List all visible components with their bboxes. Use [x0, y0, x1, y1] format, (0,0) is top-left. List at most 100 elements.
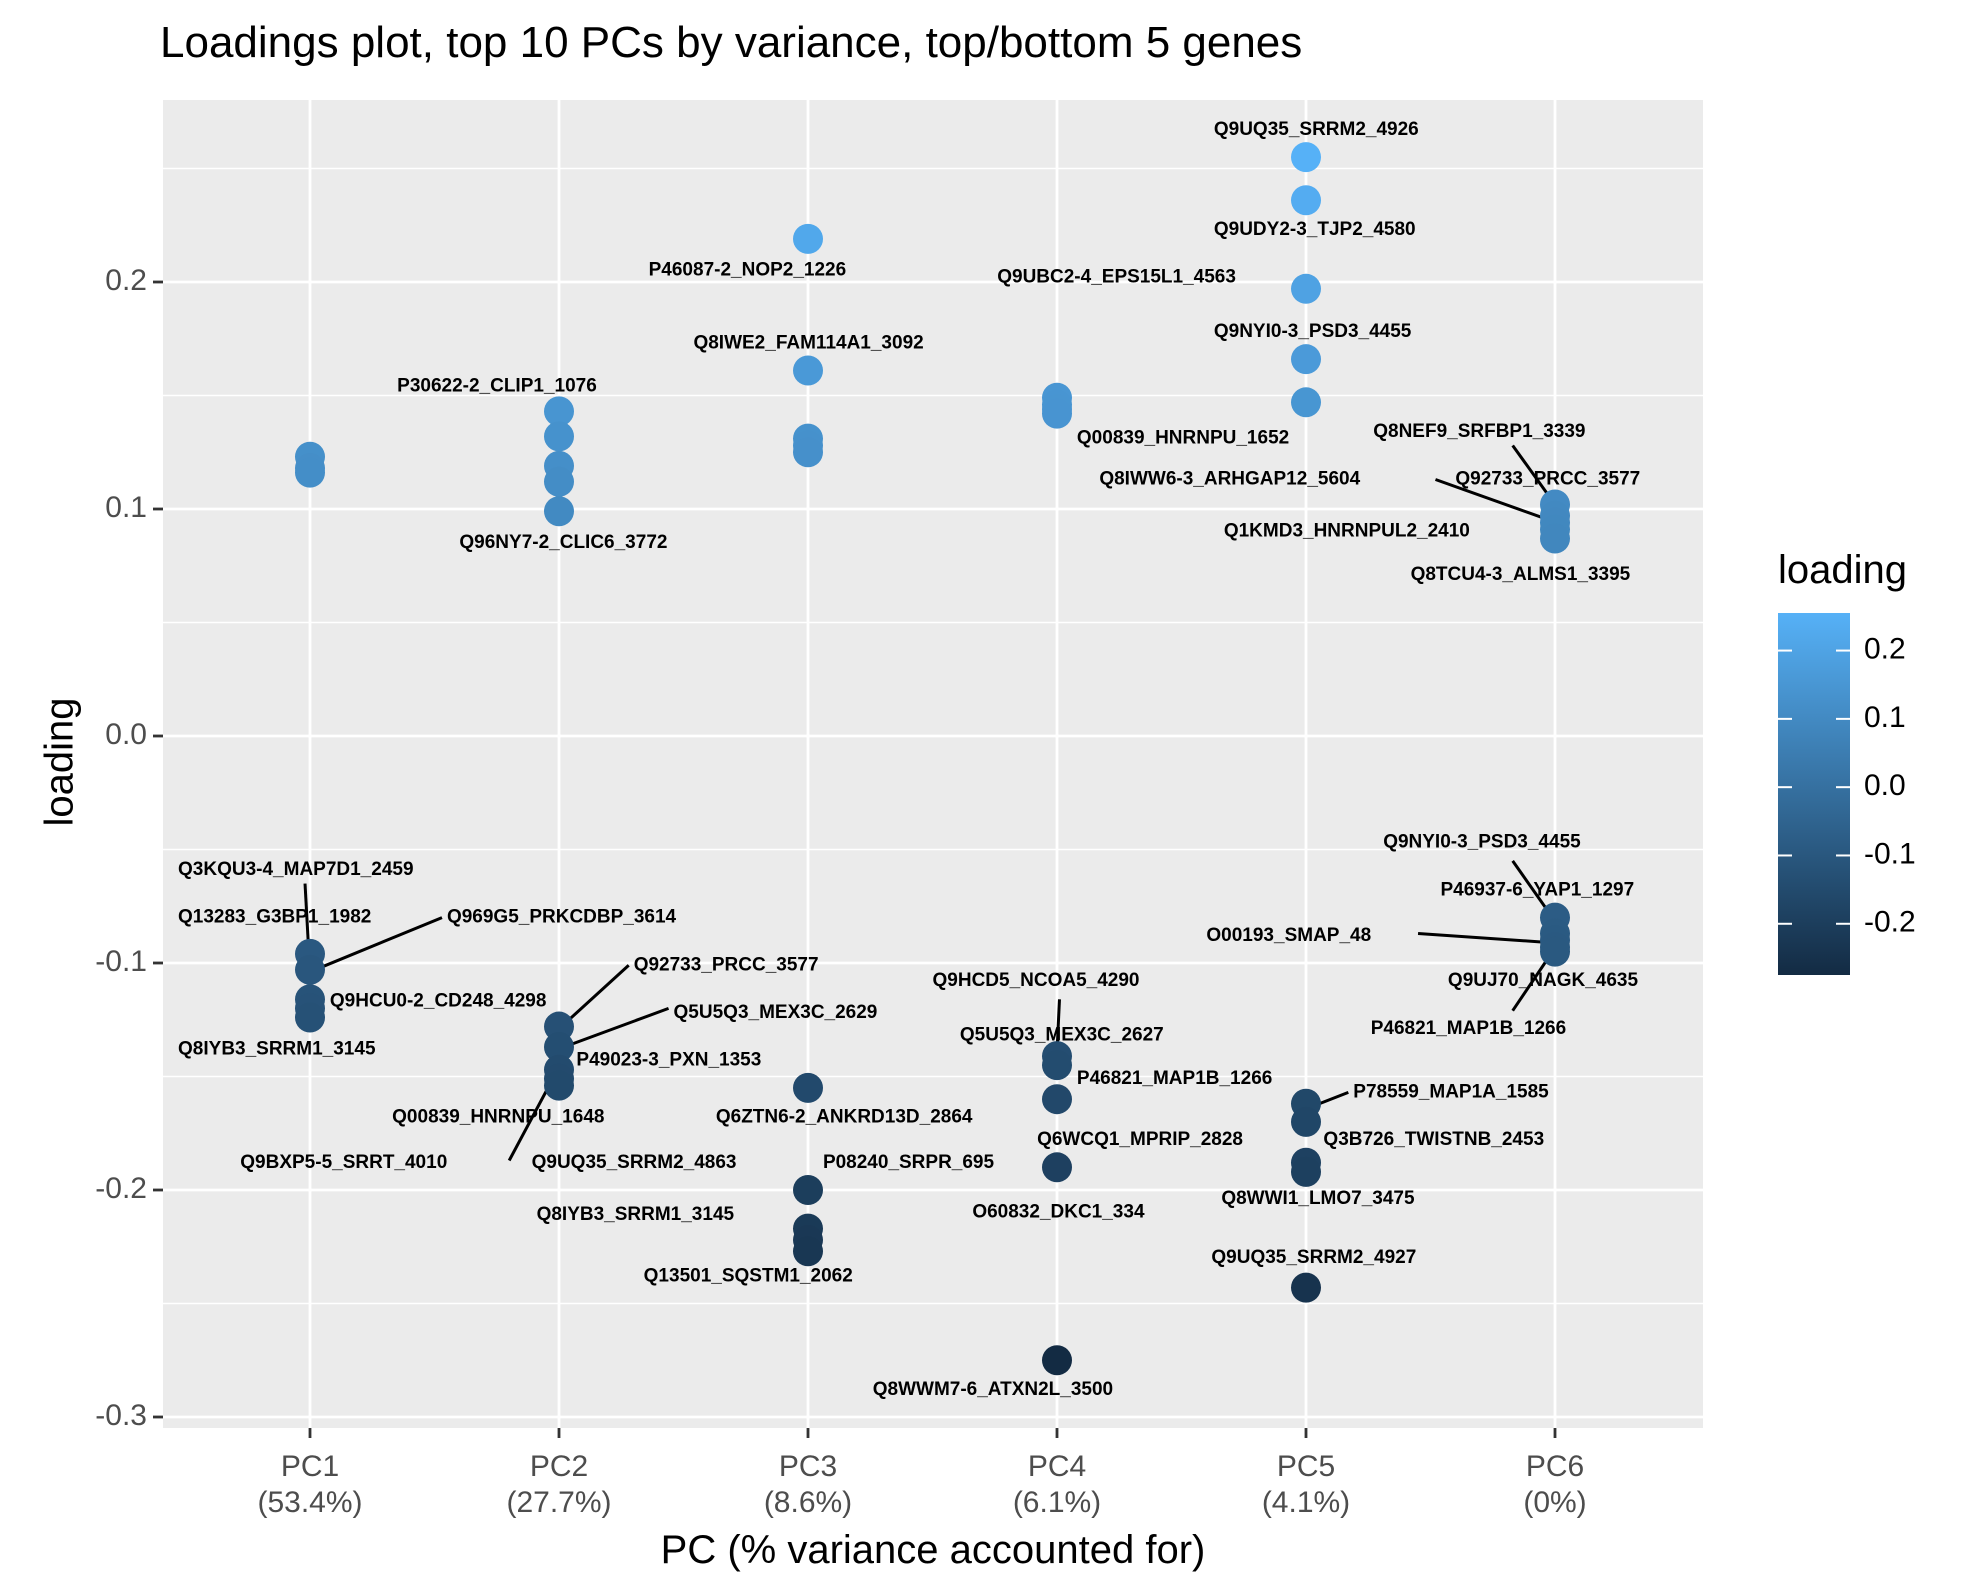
y-tick-label: 0.2	[105, 264, 147, 297]
point-label: Q3B726_TWISTNB_2453	[1323, 1129, 1544, 1150]
x-tick-label: (6.1%)	[1013, 1486, 1101, 1519]
point-label: O00193_SMAP_48	[1206, 925, 1371, 946]
data-point	[793, 355, 823, 386]
legend: 0.2 0.1 0.0 -0.1 -0.2	[1778, 613, 1916, 975]
grid-minor	[163, 167, 1703, 1305]
y-tick-label: 0.0	[105, 718, 147, 751]
point-label: O60832_DKC1_334	[972, 1202, 1145, 1223]
data-point	[1291, 1272, 1321, 1303]
data-point	[544, 1031, 574, 1062]
data-point	[295, 1002, 325, 1033]
point-label: Q5U5Q3_MEX3C_2629	[674, 1002, 878, 1023]
point-label: Q9UJ70_NAGK_4635	[1448, 970, 1639, 991]
point-label: Q96NY7-2_CLIC6_3772	[459, 532, 667, 553]
point-labels: Q3KQU3-4_MAP7D1_2459 Q13283_G3BP1_1982 Q96…	[178, 119, 1640, 1400]
point-label: Q92733_PRCC_3577	[634, 954, 819, 975]
legend-title: loading	[1778, 548, 1908, 592]
colorbar	[1778, 613, 1850, 975]
point-label: Q6ZTN6-2_ANKRD13D_2864	[716, 1106, 973, 1127]
data-point	[793, 437, 823, 468]
x-tick-label: PC6	[1526, 1450, 1584, 1483]
point-label: Q5U5Q3_MEX3C_2627	[960, 1025, 1164, 1046]
x-tick-label: PC2	[530, 1450, 588, 1483]
point-label: Q13501_SQSTM1_2062	[644, 1265, 853, 1286]
data-point	[793, 1072, 823, 1103]
point-label: Q00839_HNRNPU_1648	[392, 1106, 604, 1127]
x-tick-label: (8.6%)	[764, 1486, 852, 1519]
colorbar-tick-label: 0.0	[1864, 769, 1906, 802]
point-label: Q9HCD5_NCOA5_4290	[933, 970, 1140, 991]
point-label: Q8WWM7-6_ATXN2L_3500	[873, 1379, 1113, 1400]
plot-panel	[163, 100, 1703, 1428]
data-point	[1291, 1156, 1321, 1187]
point-label: Q9UQ35_SRRM2_4926	[1214, 119, 1419, 140]
data-point	[1291, 387, 1321, 418]
data-point	[1291, 142, 1321, 173]
point-label: P46087-2_NOP2_1226	[649, 260, 847, 281]
point-label: P49023-3_PXN_1353	[576, 1050, 761, 1071]
point-label: Q9UQ35_SRRM2_4863	[532, 1152, 737, 1173]
point-label: Q8IYB3_SRRM1_3145	[178, 1038, 376, 1059]
data-point	[793, 1236, 823, 1267]
data-point	[295, 457, 325, 488]
data-point	[1042, 1152, 1072, 1183]
data-point	[544, 466, 574, 497]
data-point	[544, 1070, 574, 1101]
x-tick-label: PC1	[281, 1450, 339, 1483]
data-point	[793, 223, 823, 254]
point-label: Q9UBC2-4_EPS15L1_4563	[997, 266, 1236, 287]
leader-line	[1434, 478, 1551, 522]
point-label: Q9UDY2-3_TJP2_4580	[1214, 219, 1416, 240]
data-point	[544, 421, 574, 452]
point-label: Q1KMD3_HNRNPUL2_2410	[1224, 521, 1470, 542]
point-label: Q92733_PRCC_3577	[1455, 469, 1640, 490]
point-label: P46821_MAP1B_1266	[1371, 1018, 1566, 1039]
point-label: Q6WCQ1_MPRIP_2828	[1037, 1129, 1243, 1150]
x-tick-label: (4.1%)	[1262, 1486, 1350, 1519]
y-tick-label: 0.1	[105, 491, 147, 524]
point-label: Q8IWW6-3_ARHGAP12_5604	[1099, 469, 1360, 490]
point-label: Q00839_HNRNPU_1652	[1077, 428, 1289, 449]
point-label: Q9BXP5-5_SRRT_4010	[240, 1152, 447, 1173]
x-axis: PC1(53.4%) PC2(27.7%) PC3(8.6%) PC4(6.1%) PC…	[257, 1428, 1587, 1519]
y-tick-label: -0.1	[95, 945, 147, 978]
point-label: P30622-2_CLIP1_1076	[397, 375, 597, 396]
point-label: P46821_MAP1B_1266	[1077, 1068, 1272, 1089]
data-point	[1042, 1084, 1072, 1115]
x-axis-label: PC (% variance accounted for)	[660, 1528, 1206, 1572]
grid-major	[163, 100, 1703, 1428]
data-point	[295, 954, 325, 985]
leader-line	[314, 916, 443, 972]
leader-line	[563, 1006, 670, 1049]
label-leader-lines	[303, 444, 1557, 1162]
leader-line	[562, 964, 630, 1026]
point-label: Q9NYI0-3_PSD3_4455	[1214, 321, 1412, 342]
x-tick-label: PC5	[1277, 1450, 1335, 1483]
data-point	[793, 1175, 823, 1205]
data-point	[1042, 398, 1072, 429]
point-label: Q9HCU0-2_CD248_4298	[330, 991, 547, 1012]
point-label: Q969G5_PRKCDBP_3614	[447, 907, 677, 928]
point-label: P78559_MAP1A_1585	[1353, 1081, 1549, 1102]
point-label: P46937-6_YAP1_1297	[1440, 879, 1634, 900]
point-label: Q3KQU3-4_MAP7D1_2459	[178, 859, 414, 880]
colorbar-tick-label: 0.1	[1864, 701, 1906, 734]
x-tick-label: (0%)	[1523, 1486, 1586, 1519]
point-label: Q8WWI1_LMO7_3475	[1221, 1188, 1415, 1209]
data-point	[1291, 273, 1321, 304]
point-label: Q8TCU4-3_ALMS1_3395	[1411, 564, 1631, 585]
data-point	[1291, 1106, 1321, 1137]
x-tick-label: PC4	[1028, 1450, 1086, 1483]
x-tick-label: (53.4%)	[257, 1486, 362, 1519]
y-tick-label: -0.2	[95, 1172, 147, 1205]
leader-line	[1417, 931, 1551, 945]
point-label: Q9UQ35_SRRM2_4927	[1211, 1247, 1416, 1268]
point-label: P08240_SRPR_695	[823, 1152, 995, 1173]
data-point	[1042, 1050, 1072, 1081]
x-tick-label: (27.7%)	[506, 1486, 611, 1519]
y-tick-label: -0.3	[95, 1399, 147, 1432]
data-point	[544, 496, 574, 527]
data-point	[1042, 1345, 1072, 1376]
data-point	[1540, 523, 1570, 554]
